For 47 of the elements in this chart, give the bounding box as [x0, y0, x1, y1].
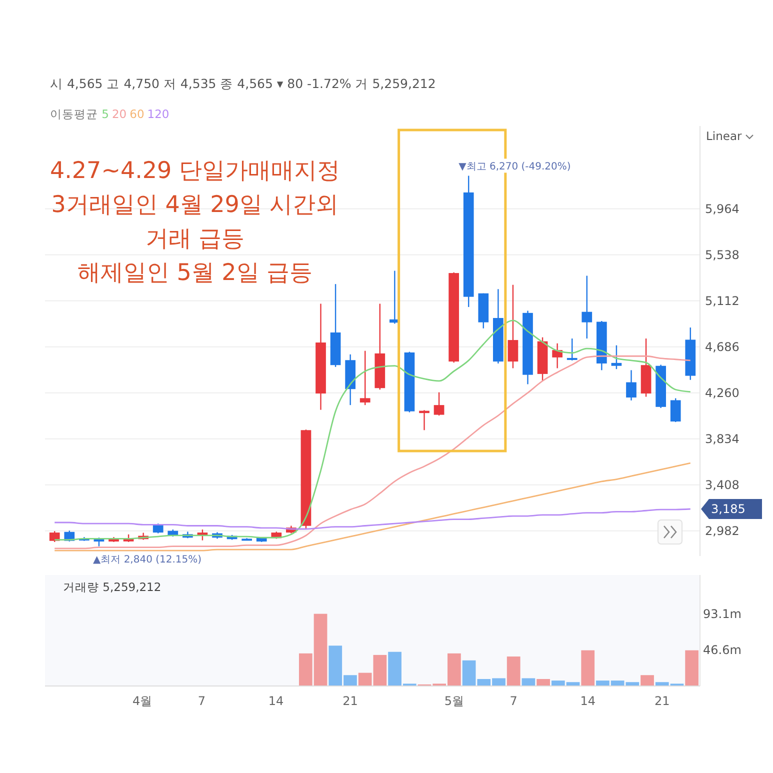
bar	[640, 675, 654, 686]
candlestick	[552, 342, 562, 369]
bar	[581, 650, 595, 686]
annotation: 4.27~4.29 단일가매매지정 3거래일인 4월 29일 시간외 거래 급등 해제일인 5월 2일 급등	[50, 158, 340, 286]
y-tick-label: 46.6m	[703, 643, 742, 658]
x-tick-label: 14	[580, 694, 596, 708]
text: 3,185	[711, 502, 746, 516]
candlestick	[670, 398, 681, 423]
x-tick-label: 21	[342, 694, 358, 708]
candlestick	[626, 370, 636, 402]
y-tick-label: 5,964	[705, 202, 740, 216]
candlestick	[566, 338, 578, 362]
x-tick-label: 7	[198, 694, 206, 708]
legend-title: 이동평균	[50, 107, 102, 121]
annotation: ▲최저 2,840 (12.15%)	[92, 554, 202, 566]
bar	[522, 678, 536, 686]
bar	[536, 679, 550, 686]
y-tick-label: 3,408	[705, 478, 740, 492]
candlestick	[508, 284, 518, 369]
x-tick-label: 4월	[132, 694, 152, 708]
text: 5	[102, 107, 109, 121]
text: 60	[130, 107, 144, 121]
y-tick-label: 93.1m	[703, 606, 742, 621]
annotation: ▼최고 6,270 (-49.20%)	[458, 162, 571, 173]
text: 20	[112, 107, 127, 121]
text: 120	[147, 107, 170, 121]
candlestick	[434, 392, 444, 416]
y-tick-label: 5,538	[705, 248, 740, 262]
line-series	[54, 462, 692, 552]
text: 거래량 5,259,212	[63, 580, 162, 594]
chart-title: 시 4,565 고 4,750 저 4,535 종 4,565 ▾ 80 -1.72% 거 5,259,212	[50, 76, 436, 91]
y-tick-label: 5,112	[705, 294, 740, 308]
x-tick-label: 7	[510, 694, 518, 708]
bar	[506, 656, 520, 686]
x-tick-label: 5월	[444, 694, 464, 708]
candlestick	[611, 344, 622, 370]
candlestick	[360, 350, 370, 406]
y-tick-label: 4,260	[705, 386, 740, 400]
text: Linear	[706, 129, 742, 143]
candlestick	[582, 275, 592, 340]
x-tick-label: 14	[268, 694, 284, 708]
y-tick-label: 4,686	[705, 340, 740, 354]
line-series	[54, 320, 692, 540]
bar	[685, 650, 699, 686]
y-tick-label: 3,834	[705, 432, 740, 446]
x-tick-label: 21	[654, 694, 670, 708]
y-tick-label: 2,982	[705, 524, 740, 538]
